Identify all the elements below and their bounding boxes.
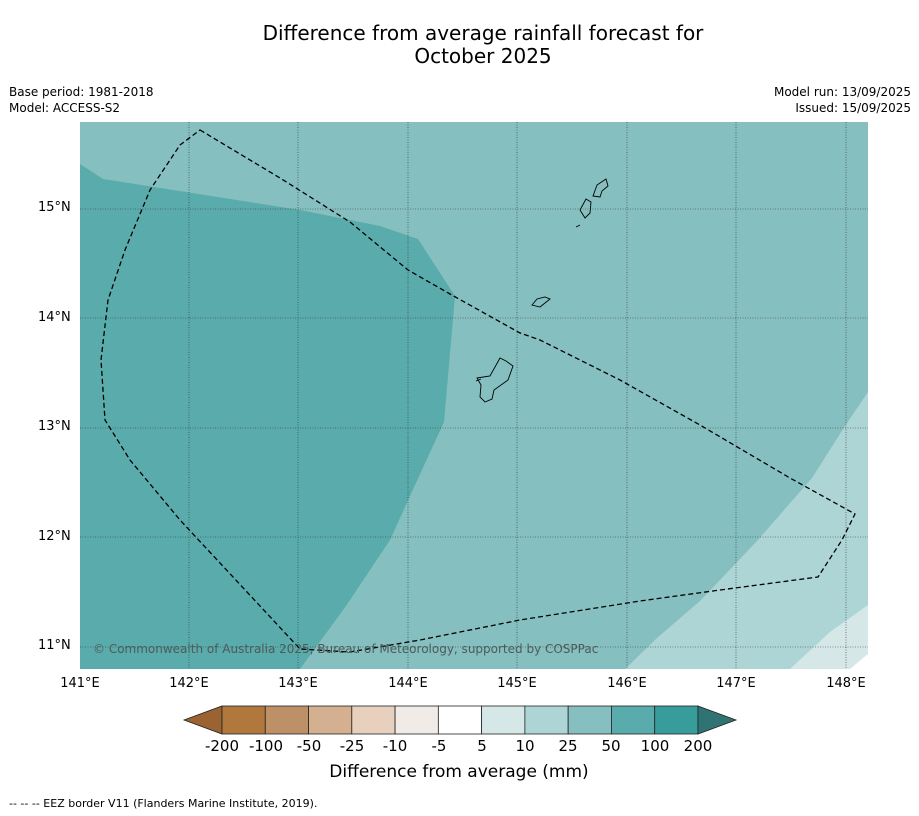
colorbar-segment xyxy=(221,705,266,735)
lon-label-148: 148°E xyxy=(826,676,866,691)
gridlines xyxy=(80,122,868,669)
meta-left: Base period: 1981-2018 Model: ACCESS-S2 xyxy=(9,84,154,116)
model-name: Model: ACCESS-S2 xyxy=(9,101,121,115)
colorbar-label: 25 xyxy=(558,737,578,755)
island-tinian xyxy=(579,198,592,219)
lon-label-142: 142°E xyxy=(169,676,209,691)
colorbar-segment xyxy=(351,705,396,735)
lat-label-12: 12°N xyxy=(38,529,71,544)
colorbar-label: 100 xyxy=(640,737,670,755)
islands xyxy=(475,178,609,403)
colorbar-segment xyxy=(481,705,526,735)
lon-label-143: 143°E xyxy=(278,676,318,691)
base-period: Base period: 1981-2018 xyxy=(9,85,154,99)
issued-date: Issued: 15/09/2025 xyxy=(795,101,911,115)
colorbar-label: -100 xyxy=(248,737,284,755)
colorbar-title: Difference from average (mm) xyxy=(329,762,589,782)
band-5-10 xyxy=(790,605,868,669)
lon-label-141: 141°E xyxy=(60,676,100,691)
lon-label-145: 145°E xyxy=(497,676,537,691)
lat-label-15: 15°N xyxy=(38,200,71,215)
map-area xyxy=(80,122,868,669)
island-saipan xyxy=(592,178,609,198)
lat-label-14: 14°N xyxy=(38,310,71,325)
lon-label-147: 147°E xyxy=(716,676,756,691)
copyright-notice: © Commonwealth of Australia 2025, Bureau… xyxy=(93,642,599,656)
island-aguijan xyxy=(575,224,581,228)
lat-label-11: 11°N xyxy=(38,638,71,653)
colorbar-label: -10 xyxy=(382,737,408,755)
lat-label-13: 13°N xyxy=(38,419,71,434)
colorbar-label: 200 xyxy=(683,737,713,755)
band-0-5 xyxy=(850,654,868,669)
colorbar-segment xyxy=(567,705,612,735)
band-50-100 xyxy=(80,164,455,669)
band-10-25 xyxy=(625,392,868,669)
eez-border xyxy=(100,129,856,653)
colorbar-segment xyxy=(264,705,309,735)
colorbar-label: 50 xyxy=(601,737,621,755)
colorbar-label: -5 xyxy=(431,737,447,755)
title-line-2: October 2025 xyxy=(414,44,552,68)
colorbar-segment xyxy=(654,705,699,735)
colorbar xyxy=(182,705,738,735)
colorbar-extend-high xyxy=(697,705,738,735)
colorbar-label: -25 xyxy=(339,737,365,755)
lon-label-146: 146°E xyxy=(607,676,647,691)
colorbar-segment xyxy=(437,705,483,735)
colorbar-segment xyxy=(611,705,656,735)
lon-label-144: 144°E xyxy=(388,676,428,691)
colorbar-segment xyxy=(308,705,353,735)
island-guam-tip xyxy=(475,378,482,382)
colorbar-label: -50 xyxy=(296,737,322,755)
model-run: Model run: 13/09/2025 xyxy=(773,85,911,99)
colorbar-segment xyxy=(524,705,569,735)
colorbar-segment xyxy=(394,705,439,735)
colorbar-extend-low xyxy=(182,705,223,735)
colorbar-label: -200 xyxy=(204,737,240,755)
meta-right: Model run: 13/09/2025 Issued: 15/09/2025 xyxy=(774,84,911,116)
title-line-1: Difference from average rainfall forecas… xyxy=(262,21,704,45)
island-guam xyxy=(476,357,514,403)
chart-title: Difference from average rainfall forecas… xyxy=(0,22,919,68)
island-rota xyxy=(531,296,551,308)
colorbar-label: 5 xyxy=(477,737,487,755)
colorbar-label: 10 xyxy=(515,737,535,755)
footer-note: -- -- -- EEZ border V11 (Flanders Marine… xyxy=(9,797,318,810)
